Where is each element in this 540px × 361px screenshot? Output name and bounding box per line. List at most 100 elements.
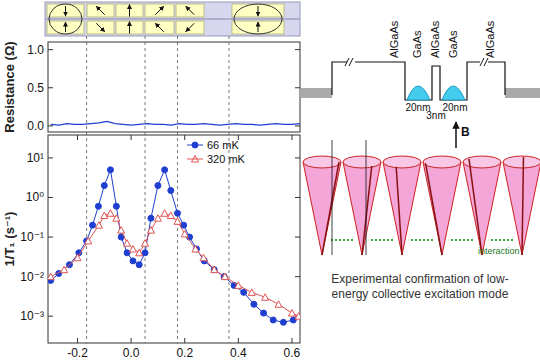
data-point — [181, 222, 187, 228]
legend-label: 66 mK — [207, 139, 239, 151]
legend-line — [187, 159, 203, 160]
spin-arrow — [155, 23, 163, 31]
y-tick-label: 10⁻¹ — [20, 230, 44, 244]
spin-cell — [116, 4, 143, 17]
spin-cell — [116, 21, 143, 34]
data-point — [101, 212, 108, 219]
data-point — [174, 218, 181, 225]
precession-cone — [463, 162, 501, 255]
y-tick — [48, 87, 53, 88]
spin-cell — [232, 4, 284, 17]
precession-cone — [383, 162, 421, 255]
guide-line — [366, 140, 367, 255]
cone-top — [343, 156, 381, 168]
x-tick-label: 0.6 — [284, 346, 301, 360]
data-point — [136, 249, 143, 256]
data-point — [270, 317, 276, 323]
spin-cell — [47, 21, 84, 34]
precession-cone — [303, 162, 341, 255]
wavefunction — [407, 86, 430, 100]
data-point — [136, 262, 142, 268]
precession-cone — [423, 162, 461, 255]
data-point — [262, 294, 269, 301]
spin-arrow — [96, 23, 104, 31]
data-point — [113, 203, 119, 209]
plot-area — [48, 167, 300, 325]
spin-cell — [232, 21, 284, 34]
y-tick-label: 10⁰ — [26, 190, 44, 204]
y-tick — [295, 87, 300, 88]
x-tick-label: -0.2 — [67, 346, 88, 360]
spin-arrow — [65, 22, 66, 32]
data-point — [48, 273, 54, 280]
guide-line — [332, 140, 333, 255]
y-tick — [295, 125, 300, 126]
data-point — [261, 310, 267, 316]
x-tick — [77, 135, 78, 140]
x-tick-label: 0.0 — [123, 346, 140, 360]
precession-cone — [343, 162, 381, 255]
spin-cell — [176, 4, 204, 17]
x-tick — [77, 338, 78, 343]
cone-top — [383, 156, 421, 168]
cone-top — [423, 156, 461, 168]
x-tick — [238, 338, 239, 343]
data-point — [248, 289, 255, 296]
x-tick — [291, 338, 292, 343]
spin-arrow — [65, 6, 66, 16]
x-tick — [184, 338, 185, 343]
data-point — [148, 215, 154, 221]
y-tick-label: 0.0 — [27, 119, 44, 133]
y-axis-label: 1/T₁ (s⁻¹) — [2, 212, 17, 267]
strip-divider — [45, 19, 300, 20]
x-tick-label: 0.2 — [176, 346, 193, 360]
y-tick-label: 1.0 — [27, 43, 44, 57]
cone-top — [503, 156, 540, 168]
x-tick — [291, 135, 292, 140]
spin-cell — [87, 4, 114, 17]
plot-area — [51, 121, 300, 125]
spin-cell — [47, 4, 84, 17]
data-point — [113, 215, 120, 222]
plot-frame — [48, 42, 300, 132]
y-tick-label: 10⁻³ — [20, 309, 44, 323]
data-point — [90, 222, 96, 228]
spin-vector — [522, 157, 523, 255]
interaction-label: interaction — [478, 246, 520, 256]
data-point — [129, 245, 136, 252]
series-line — [51, 213, 299, 316]
interaction-link — [331, 239, 353, 241]
data-point — [155, 183, 161, 189]
data-point — [275, 301, 282, 308]
data-point — [147, 227, 154, 234]
spin-vector — [469, 159, 482, 255]
interaction-link — [371, 239, 393, 241]
spin-vector — [322, 162, 339, 255]
spin-strip — [45, 2, 300, 36]
spin-arrow — [258, 6, 259, 16]
caption: Experimental confirmation of low- — [331, 272, 508, 286]
dashed-guide — [228, 36, 229, 343]
y-tick — [48, 237, 53, 238]
data-point — [211, 266, 218, 273]
spin-arrow — [186, 6, 194, 14]
data-point — [167, 212, 174, 219]
x-tick — [131, 135, 132, 140]
y-tick — [48, 125, 53, 126]
caption: energy collective excitation mode — [332, 287, 509, 301]
data-point — [200, 254, 207, 261]
spin-arrow — [129, 5, 130, 17]
wavefunction — [442, 86, 465, 100]
data-point — [85, 237, 92, 244]
spin-cell — [87, 21, 114, 34]
data-point — [181, 230, 188, 237]
data-point — [295, 313, 300, 320]
interaction-link — [491, 239, 513, 241]
legend-label: 320 mK — [207, 153, 246, 165]
layer-label: GaAs — [411, 30, 423, 58]
data-point — [107, 167, 113, 173]
figure: 0.00.51.0Resistance (Ω)10¹10⁰10⁻¹10⁻²10⁻… — [0, 0, 540, 361]
field-arrow — [455, 122, 457, 148]
y-tick-label: 10¹ — [27, 151, 44, 165]
x-tick-label: 0.4 — [230, 346, 247, 360]
